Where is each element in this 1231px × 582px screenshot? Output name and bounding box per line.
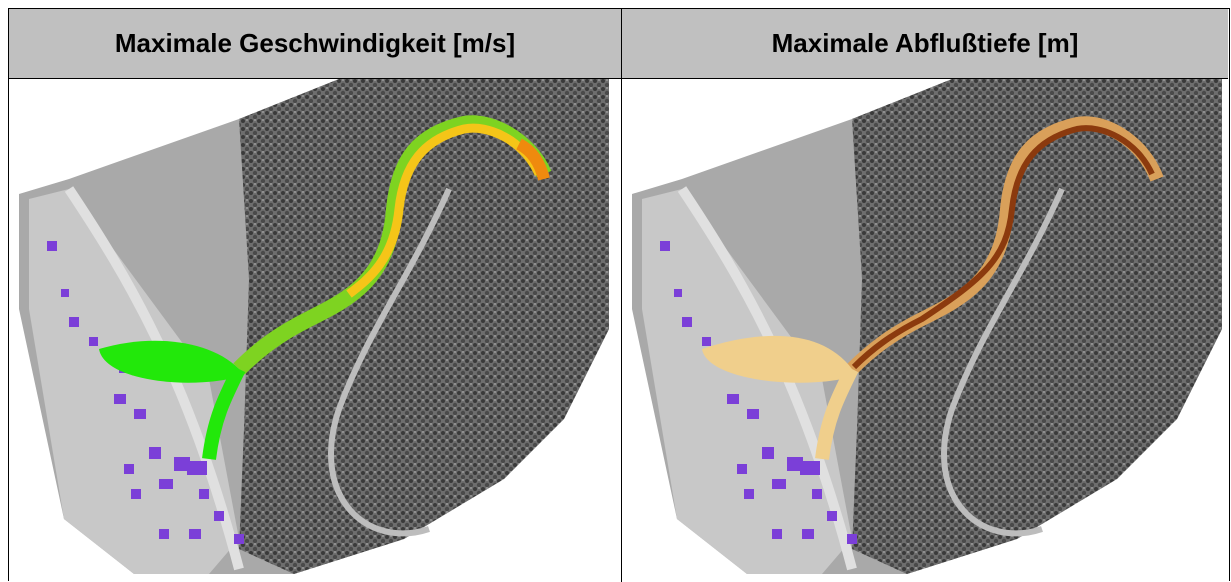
table: Maximale Geschwindigkeit [m/s] Maximale …: [8, 8, 1230, 581]
depth-map: [622, 79, 1228, 582]
page: Maximale Geschwindigkeit [m/s] Maximale …: [0, 0, 1231, 581]
map-cell: [9, 79, 622, 582]
header-cell: Maximale Geschwindigkeit [m/s]: [9, 9, 622, 79]
map-cell: [622, 79, 1228, 582]
velocity-map: [9, 79, 621, 582]
header-cell: Maximale Abflußtiefe [m]: [622, 9, 1228, 79]
